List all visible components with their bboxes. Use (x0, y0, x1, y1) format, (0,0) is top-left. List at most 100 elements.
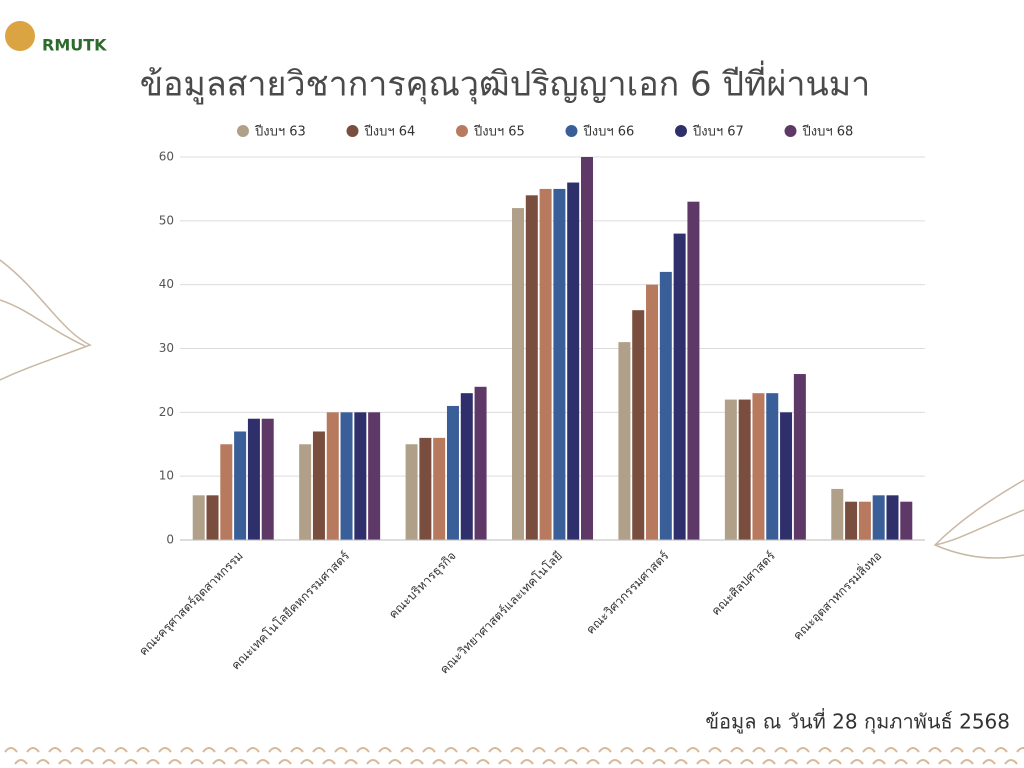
pattern-swirl (180, 747, 194, 753)
pattern-swirl (158, 747, 172, 753)
bar (673, 233, 686, 540)
bar (312, 431, 325, 540)
bar (886, 495, 899, 540)
bar (512, 208, 524, 541)
pattern-swirl (696, 759, 710, 765)
bar (858, 501, 871, 540)
x-tick-label: คณะเทคโนโลยีคหกรรมศาสตร์ (228, 548, 352, 672)
pattern-swirl (554, 747, 568, 753)
bar (872, 495, 885, 540)
pattern-swirl (366, 759, 380, 765)
pattern-swirl (586, 759, 600, 765)
y-tick-label: 50 (159, 213, 174, 227)
pattern-swirl (344, 759, 358, 765)
pattern-swirl (510, 747, 524, 753)
pattern-swirl (268, 747, 282, 753)
pattern-swirl (708, 747, 722, 753)
pattern-swirl (730, 747, 744, 753)
x-tick-label: คณะครุศาสตร์อุตสาหกรรม (136, 549, 246, 659)
x-tick-label: คณะวิทยาศาสตร์และเทคโนโลยี (437, 549, 565, 677)
bar (247, 418, 260, 540)
pattern-swirl (542, 759, 556, 765)
pattern-swirl (488, 747, 502, 753)
bar (567, 182, 580, 541)
pattern-swirl (718, 759, 732, 765)
pattern-swirl (608, 759, 622, 765)
pattern-swirl (1004, 759, 1018, 765)
pattern-swirl (246, 747, 260, 753)
pattern-swirl (894, 759, 908, 765)
legend-label: ปีงบฯ 67 (692, 124, 744, 140)
pattern-swirl (300, 759, 314, 765)
bar (419, 437, 432, 540)
chart-title: ข้อมูลสายวิชาการคุณวุฒิปริญญาเอก 6 ปีที่… (140, 61, 870, 105)
pattern-swirl (290, 747, 304, 753)
pattern-swirl (740, 759, 754, 765)
pattern-swirl (190, 759, 204, 765)
legend-label: ปีงบฯ 64 (363, 124, 415, 140)
pattern-swirl (70, 747, 84, 753)
pattern-swirl (630, 759, 644, 765)
logo-text: RMUTK (42, 36, 107, 55)
pattern-swirl (862, 747, 876, 753)
bar (553, 188, 566, 540)
logo-emblem (5, 21, 35, 51)
bar (192, 495, 205, 540)
pattern-swirl (938, 759, 952, 765)
y-tick-label: 40 (159, 277, 174, 291)
bar (780, 412, 793, 540)
pattern-swirl (422, 747, 436, 753)
bar (752, 393, 765, 540)
legend-marker (237, 125, 249, 137)
pattern-swirl (884, 747, 898, 753)
pattern-swirl (762, 759, 776, 765)
pattern-swirl (564, 759, 578, 765)
legend-label: ปีงบฯ 68 (801, 124, 853, 140)
bar (261, 418, 274, 540)
pattern-swirl (982, 759, 996, 765)
pattern-swirl (598, 747, 612, 753)
pattern-swirl (278, 759, 292, 765)
pattern-swirl (818, 747, 832, 753)
pattern-swirl (652, 759, 666, 765)
x-tick-label: คณะศิลปศาสตร์ (709, 548, 779, 618)
pattern-swirl (774, 747, 788, 753)
bar (724, 399, 737, 540)
pattern-swirl (378, 747, 392, 753)
bar (659, 271, 672, 540)
pattern-swirl (102, 759, 116, 765)
bar (446, 405, 459, 540)
bar (354, 412, 367, 540)
pattern-swirl (784, 759, 798, 765)
logo: RMUTK (5, 21, 107, 55)
pattern-swirl (334, 747, 348, 753)
y-tick-label: 0 (166, 533, 174, 547)
pattern-swirl (58, 759, 72, 765)
pattern-swirl (872, 759, 886, 765)
pattern-swirl (840, 747, 854, 753)
pattern-swirl (960, 759, 974, 765)
footer-pattern (4, 747, 1024, 765)
pattern-swirl (114, 747, 128, 753)
pattern-swirl (322, 759, 336, 765)
pattern-swirl (400, 747, 414, 753)
pattern-swirl (850, 759, 864, 765)
pattern-swirl (4, 747, 18, 753)
pattern-swirl (674, 759, 688, 765)
legend-marker (565, 125, 578, 137)
pattern-swirl (950, 747, 964, 753)
pattern-swirl (444, 747, 458, 753)
pattern-swirl (124, 759, 138, 765)
pattern-swirl (432, 759, 446, 765)
bar (845, 501, 858, 540)
bar (766, 393, 779, 540)
legend-label: ปีงบฯ 63 (254, 124, 306, 140)
x-tick-label: คณะวิศวกรรมศาสตร์ (583, 548, 672, 637)
pattern-swirl (532, 747, 546, 753)
pattern-swirl (312, 747, 326, 753)
pattern-swirl (828, 759, 842, 765)
pattern-swirl (916, 759, 930, 765)
bar (460, 393, 473, 540)
pattern-swirl (466, 747, 480, 753)
pattern-swirl (234, 759, 248, 765)
